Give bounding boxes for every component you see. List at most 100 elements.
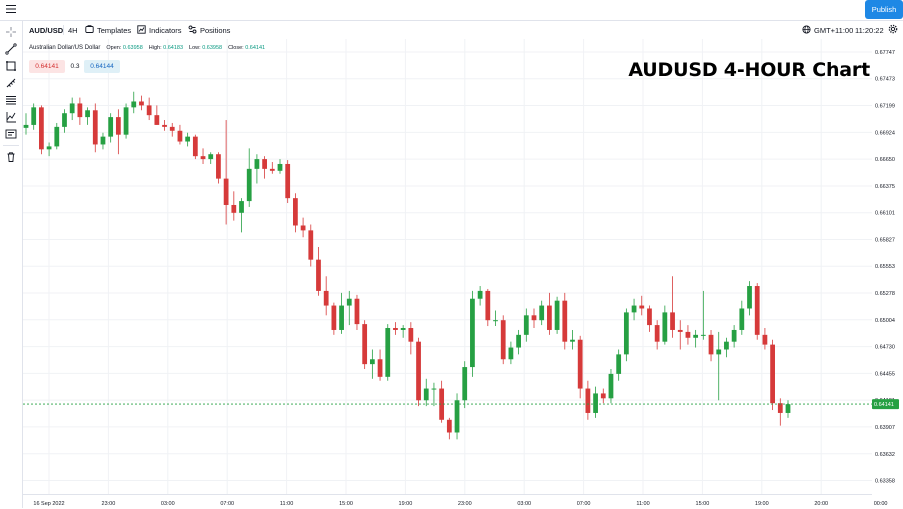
positions-button[interactable]: Positions (188, 24, 230, 36)
candle (31, 103, 37, 130)
candle (485, 288, 491, 327)
candle (54, 122, 60, 150)
candle-body (393, 328, 398, 330)
indicators-button[interactable]: Indicators (137, 24, 182, 36)
settings-icon (888, 24, 898, 36)
candle (239, 198, 244, 233)
candle (600, 388, 606, 404)
candle (685, 325, 691, 345)
candle (169, 122, 175, 137)
candle (731, 325, 737, 348)
chart-legend: Australian Dollar/US Dollar Open: 0.6395… (29, 45, 265, 51)
interval-label: 4H (68, 25, 78, 35)
candle (423, 378, 429, 407)
low-value: 0.63958 (202, 45, 223, 51)
candle (708, 329, 714, 362)
candle (593, 386, 598, 418)
candle (69, 97, 75, 121)
candle (254, 154, 260, 184)
trash-icon[interactable] (5, 151, 17, 163)
open-label: Open: (106, 45, 122, 51)
candle (77, 97, 83, 125)
templates-icon (85, 24, 94, 36)
templates-button[interactable]: Templates (85, 24, 131, 36)
crosshair-icon[interactable] (5, 26, 17, 38)
candle (623, 308, 629, 362)
candle-body (454, 400, 460, 433)
buy-button[interactable]: 0.64144 (84, 60, 120, 73)
candle (662, 305, 668, 345)
candle (647, 305, 652, 332)
symbol-search-button[interactable]: AUD/USD (29, 24, 63, 36)
candle-body (677, 329, 683, 332)
candle-body (223, 178, 229, 205)
high-value: 0.64183 (163, 45, 184, 51)
interval-button[interactable]: 4H (68, 24, 78, 36)
trendline-icon[interactable] (5, 43, 17, 55)
candle (762, 328, 768, 350)
menu-icon[interactable] (5, 3, 17, 15)
settings-button[interactable] (888, 24, 898, 36)
drawing-toolbar (0, 21, 23, 508)
top-divider (0, 20, 903, 21)
price-scale[interactable] (872, 39, 903, 508)
candle-body (708, 334, 714, 355)
rectangle-icon[interactable] (5, 60, 17, 72)
candle-body (139, 101, 144, 106)
candle-body (331, 305, 337, 330)
measure-icon[interactable] (5, 77, 17, 89)
candle-body (54, 126, 60, 147)
candle (131, 91, 137, 114)
candle (223, 120, 229, 225)
candle-body (77, 103, 83, 118)
candle-body (169, 126, 175, 131)
sell-button[interactable]: 0.64141 (29, 60, 65, 73)
candle (46, 142, 52, 157)
candle-body (523, 315, 529, 335)
high-label: High: (148, 45, 162, 51)
time-scale[interactable] (23, 494, 872, 509)
text-note-icon[interactable] (5, 128, 17, 140)
candle (439, 380, 445, 423)
candle-body (531, 315, 537, 321)
candle-body (685, 331, 691, 338)
candle-body (400, 328, 406, 330)
candle-body (754, 286, 760, 335)
open-value: 0.63958 (122, 45, 143, 51)
candle (585, 380, 591, 420)
candle-body (362, 324, 368, 365)
instrument-name: Australian Dollar/US Dollar (29, 45, 101, 51)
candle (354, 294, 360, 330)
candle (516, 329, 521, 355)
candle-body (185, 136, 191, 142)
candle-body (354, 298, 360, 325)
candle-body (762, 334, 768, 345)
fib-icon[interactable] (5, 94, 17, 106)
candle (631, 298, 637, 321)
candle-body (408, 328, 414, 342)
candle-body (562, 300, 568, 342)
candle-body (123, 107, 129, 135)
candle (716, 331, 722, 401)
candle-body (747, 286, 752, 309)
candle-body (154, 115, 160, 125)
candle (777, 398, 783, 426)
candle-body (477, 290, 483, 299)
publish-button[interactable]: Publish (865, 0, 903, 19)
timezone-button[interactable]: GMT+11:00 (802, 24, 853, 36)
candle (300, 217, 306, 238)
positions-icon (188, 25, 197, 36)
candle (785, 400, 791, 418)
pitchfork-icon[interactable] (5, 111, 17, 123)
candle-body (262, 159, 267, 169)
candle (346, 290, 352, 326)
candle-body (547, 305, 552, 330)
candle-body (254, 159, 260, 169)
candle-body (539, 305, 545, 321)
candle-body (670, 312, 675, 330)
candle-body (85, 110, 90, 118)
candles (23, 91, 791, 440)
candle-body (731, 329, 737, 342)
candle (39, 105, 44, 155)
